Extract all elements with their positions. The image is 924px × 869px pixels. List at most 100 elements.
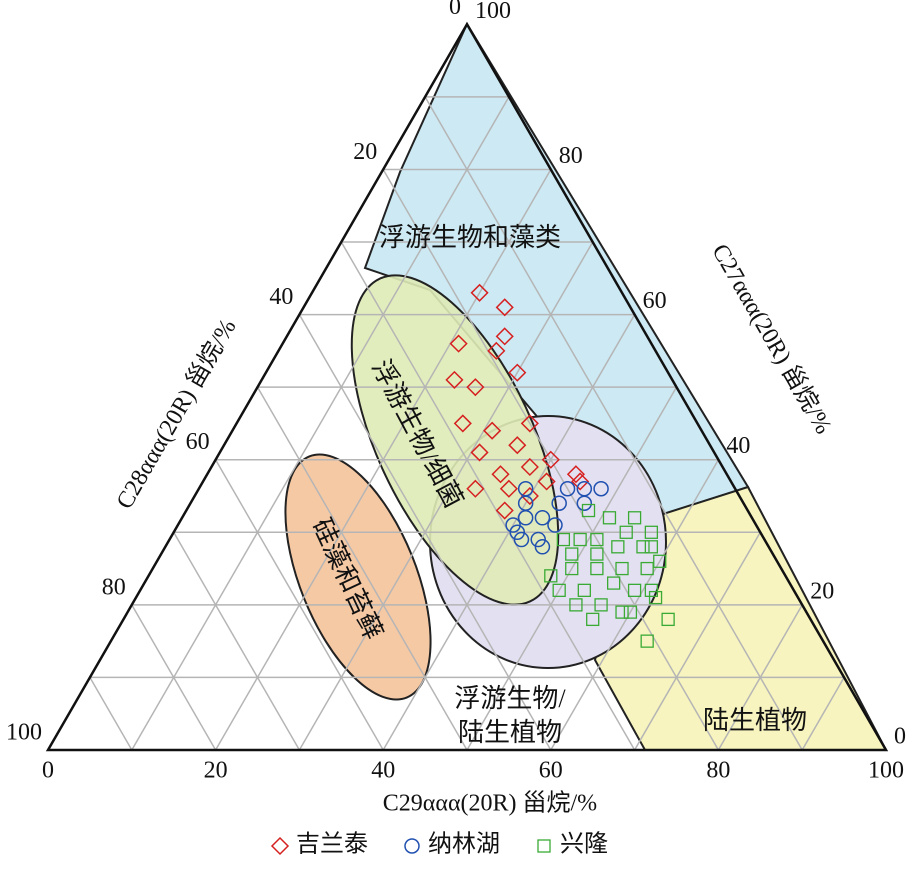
data-point bbox=[576, 495, 593, 512]
data-point bbox=[644, 583, 659, 597]
data-point bbox=[449, 334, 468, 353]
data-point bbox=[644, 540, 659, 554]
grid-line bbox=[173, 531, 301, 751]
data-point bbox=[627, 511, 642, 525]
data-point bbox=[520, 457, 539, 477]
data-point bbox=[483, 421, 502, 440]
data-point bbox=[520, 414, 539, 433]
data-point bbox=[547, 517, 563, 533]
data-point bbox=[648, 590, 663, 605]
data-point bbox=[611, 540, 625, 554]
legend-marker bbox=[270, 836, 290, 856]
grid-line bbox=[550, 459, 720, 751]
data-point bbox=[661, 612, 675, 627]
data-point bbox=[590, 547, 604, 561]
legend-marker bbox=[537, 839, 551, 853]
legend-label: 吉兰泰 bbox=[296, 831, 368, 858]
grid-line bbox=[633, 531, 761, 751]
data-point bbox=[593, 480, 609, 497]
data-point bbox=[615, 561, 629, 576]
data-point bbox=[566, 465, 586, 484]
data-point bbox=[466, 378, 485, 397]
grid-line bbox=[131, 96, 510, 751]
data-point bbox=[513, 531, 530, 548]
grid bbox=[45, 21, 889, 752]
data-point bbox=[505, 517, 521, 533]
legend-item: 纳林湖 bbox=[404, 831, 500, 858]
data-point bbox=[615, 605, 629, 619]
right-axis-title: C27ααα(20R) 甾烷/% bbox=[706, 239, 837, 438]
grid-line bbox=[131, 604, 217, 751]
data-point bbox=[627, 583, 642, 597]
data-point bbox=[495, 298, 514, 317]
region-label: 浮游生物/陆生植物 bbox=[454, 684, 566, 747]
data-point bbox=[623, 605, 638, 619]
left-tick-label: 80 bbox=[102, 574, 126, 600]
left-tick-label: 100 bbox=[6, 720, 42, 746]
data-point bbox=[619, 525, 633, 539]
grid-line bbox=[298, 241, 594, 751]
data-point bbox=[534, 510, 551, 526]
data-point bbox=[565, 547, 579, 561]
data-point bbox=[530, 531, 546, 548]
data-point bbox=[495, 327, 514, 346]
bottom-tick-label: 60 bbox=[539, 758, 563, 784]
data-point bbox=[590, 532, 604, 547]
legend-marker bbox=[404, 838, 420, 854]
data-point bbox=[577, 583, 591, 597]
data-point bbox=[445, 370, 464, 389]
data-point bbox=[537, 472, 556, 491]
grid-line bbox=[466, 386, 678, 751]
data-point bbox=[509, 524, 526, 541]
data-point bbox=[565, 561, 579, 576]
grid-line bbox=[214, 459, 384, 751]
data-point bbox=[541, 450, 560, 469]
right-tick-label: 80 bbox=[559, 143, 583, 169]
data-point bbox=[491, 465, 510, 484]
grid-line bbox=[256, 386, 468, 751]
left-tick-label: 60 bbox=[186, 429, 210, 455]
grid-line bbox=[717, 604, 803, 751]
bottom-tick-label: 20 bbox=[204, 758, 228, 784]
data-point bbox=[517, 510, 534, 526]
data-point bbox=[594, 598, 608, 612]
data-point bbox=[569, 598, 583, 612]
data-point bbox=[508, 436, 527, 455]
right-tick-label: 20 bbox=[810, 578, 834, 604]
marks bbox=[445, 283, 675, 648]
left-axis-title: C28ααα(20R) 甾烷/% bbox=[111, 314, 242, 513]
data-point bbox=[644, 525, 659, 539]
right-tick-label: 60 bbox=[643, 288, 667, 314]
grid-line bbox=[801, 677, 845, 751]
data-point bbox=[552, 583, 566, 597]
data-point bbox=[602, 511, 617, 525]
data-point bbox=[470, 443, 489, 462]
data-point bbox=[544, 569, 558, 583]
right-tick-label: 0 bbox=[894, 724, 906, 750]
data-point bbox=[640, 634, 654, 648]
bottom-tick-label: 100 bbox=[868, 758, 904, 784]
legend-label: 纳林湖 bbox=[428, 831, 500, 858]
left-tick-label: 20 bbox=[353, 139, 377, 165]
data-point bbox=[466, 479, 485, 498]
left-tick-label: 40 bbox=[269, 284, 293, 310]
bottom-tick-label: 0 bbox=[42, 758, 54, 784]
data-point bbox=[571, 472, 590, 491]
data-point bbox=[551, 495, 567, 512]
grid-line bbox=[89, 677, 133, 751]
data-point bbox=[636, 540, 650, 554]
data-point bbox=[508, 363, 527, 382]
data-point bbox=[499, 479, 518, 498]
bottom-tick-label: 40 bbox=[371, 758, 395, 784]
grid-line bbox=[424, 96, 803, 751]
data-point bbox=[487, 341, 506, 360]
bottom-tick-label: 80 bbox=[706, 758, 730, 784]
data-point bbox=[520, 486, 539, 506]
data-point bbox=[573, 532, 587, 547]
data-point bbox=[495, 501, 514, 520]
data-point bbox=[470, 283, 489, 302]
data-point bbox=[607, 576, 621, 590]
data-point bbox=[581, 503, 596, 518]
right-tick-label: 40 bbox=[726, 433, 750, 459]
